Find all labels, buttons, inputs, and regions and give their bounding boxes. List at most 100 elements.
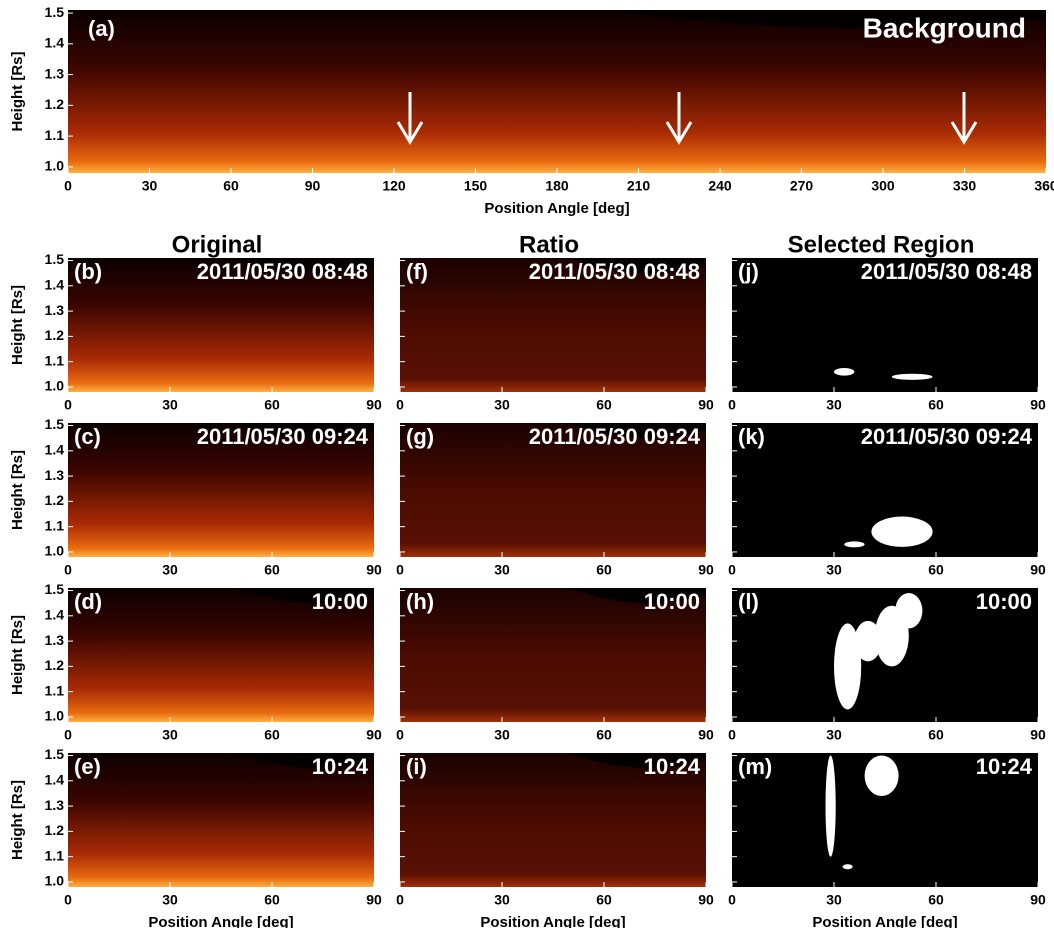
y-tick-label: 1.0 [45, 708, 65, 724]
x-axis-label: Position Angle [deg] [812, 914, 957, 928]
selected-region [844, 541, 864, 547]
panel-time: 2011/05/30 09:24 [197, 424, 369, 449]
x-tick-label: 60 [928, 397, 944, 413]
x-tick-label: 0 [64, 727, 72, 743]
x-tick-label: 90 [698, 397, 714, 413]
x-tick-label: 60 [264, 727, 280, 743]
y-tick-label: 1.2 [45, 96, 65, 112]
y-tick-label: 1.2 [45, 492, 65, 508]
x-tick-label: 90 [1030, 892, 1046, 908]
y-tick-label: 1.2 [45, 657, 65, 673]
panel-label: (l) [738, 589, 759, 614]
y-axis-label: Height [Rs] [9, 615, 26, 695]
y-tick-label: 1.5 [45, 581, 65, 597]
x-tick-label: 270 [790, 178, 814, 194]
panel-label: (e) [74, 754, 101, 779]
y-tick-label: 1.5 [45, 416, 65, 432]
y-tick-label: 1.3 [45, 797, 65, 813]
y-tick-label: 1.4 [45, 772, 65, 788]
panel-label: (f) [406, 259, 428, 284]
x-tick-label: 60 [264, 892, 280, 908]
x-tick-label: 0 [64, 892, 72, 908]
y-tick-label: 1.5 [45, 746, 65, 762]
x-tick-label: 90 [1030, 562, 1046, 578]
x-tick-label: 0 [396, 397, 404, 413]
panel-label: (j) [738, 259, 759, 284]
x-tick-label: 0 [64, 397, 72, 413]
x-tick-label: 30 [494, 397, 510, 413]
x-tick-label: 60 [596, 892, 612, 908]
x-tick-label: 0 [396, 562, 404, 578]
x-axis-label: Position Angle [deg] [484, 200, 629, 217]
x-tick-label: 330 [953, 178, 977, 194]
y-tick-label: 1.4 [45, 277, 65, 293]
y-tick-label: 1.2 [45, 327, 65, 343]
y-tick-label: 1.4 [45, 35, 65, 51]
y-tick-label: 1.0 [45, 378, 65, 394]
x-tick-label: 0 [64, 178, 72, 194]
x-tick-label: 30 [162, 727, 178, 743]
y-axis-label: Height [Rs] [9, 450, 26, 530]
x-tick-label: 150 [464, 178, 488, 194]
y-tick-label: 1.0 [45, 158, 65, 174]
x-tick-label: 120 [382, 178, 406, 194]
x-tick-label: 30 [494, 562, 510, 578]
column-title: Original [172, 231, 263, 258]
y-tick-label: 1.1 [45, 682, 65, 698]
y-axis-label: Height [Rs] [9, 285, 26, 365]
panel-title: Background [863, 12, 1026, 43]
panel-label: (c) [74, 424, 101, 449]
panel-label: (b) [74, 259, 102, 284]
x-tick-label: 30 [162, 892, 178, 908]
y-tick-label: 1.1 [45, 847, 65, 863]
y-tick-label: 1.1 [45, 352, 65, 368]
x-tick-label: 30 [162, 397, 178, 413]
panel-label: (k) [738, 424, 765, 449]
y-tick-label: 1.1 [45, 127, 65, 143]
x-tick-label: 210 [627, 178, 651, 194]
x-tick-label: 0 [728, 562, 736, 578]
x-tick-label: 90 [366, 397, 382, 413]
y-tick-label: 1.3 [45, 65, 65, 81]
x-tick-label: 90 [698, 562, 714, 578]
x-axis-label: Position Angle [deg] [148, 914, 293, 928]
y-tick-label: 1.3 [45, 632, 65, 648]
panel-label: (d) [74, 589, 102, 614]
y-tick-label: 1.2 [45, 822, 65, 838]
y-tick-label: 1.4 [45, 607, 65, 623]
selected-region [834, 368, 854, 376]
x-tick-label: 0 [396, 727, 404, 743]
panel-label: (a) [88, 16, 115, 41]
x-tick-label: 30 [826, 562, 842, 578]
x-tick-label: 180 [545, 178, 569, 194]
panel-time: 10:24 [976, 754, 1033, 779]
selected-region [865, 756, 899, 796]
panel-time: 2011/05/30 08:48 [861, 259, 1032, 284]
x-tick-label: 0 [396, 892, 404, 908]
y-tick-label: 1.1 [45, 517, 65, 533]
y-tick-label: 1.3 [45, 302, 65, 318]
y-axis-label: Height [Rs] [9, 52, 26, 132]
x-tick-label: 360 [1034, 178, 1054, 194]
panel-label: (m) [738, 754, 772, 779]
x-tick-label: 30 [826, 397, 842, 413]
panel-time: 2011/05/30 08:48 [197, 259, 368, 284]
panel-time: 2011/05/30 08:48 [529, 259, 700, 284]
x-tick-label: 60 [928, 562, 944, 578]
x-tick-label: 90 [1030, 727, 1046, 743]
y-tick-label: 1.5 [45, 4, 65, 20]
x-tick-label: 300 [871, 178, 895, 194]
x-tick-label: 90 [366, 892, 382, 908]
x-tick-label: 60 [264, 397, 280, 413]
x-axis-label: Position Angle [deg] [480, 914, 625, 928]
column-title: Ratio [519, 231, 579, 258]
x-tick-label: 60 [596, 727, 612, 743]
panel-time: 10:00 [976, 589, 1032, 614]
panel-time: 2011/05/30 09:24 [529, 424, 701, 449]
panel-time: 10:00 [644, 589, 700, 614]
selected-region [826, 756, 836, 857]
x-tick-label: 30 [142, 178, 158, 194]
x-tick-label: 30 [162, 562, 178, 578]
figure: 03060901201501802102402703003303601.01.1… [0, 0, 1054, 928]
x-tick-label: 90 [366, 562, 382, 578]
